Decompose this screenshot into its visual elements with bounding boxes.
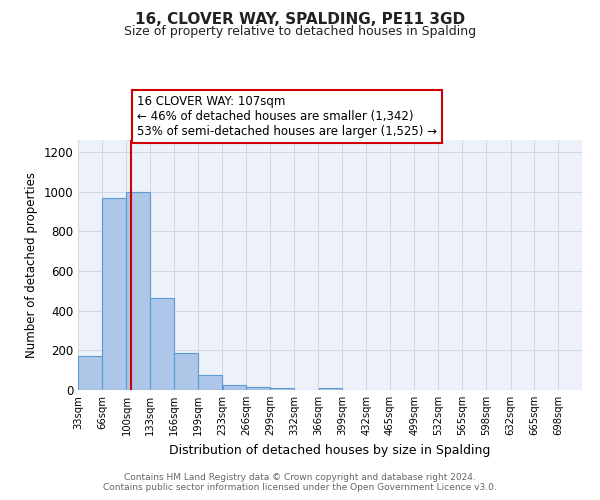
Bar [247, 387, 270, 390]
Y-axis label: Number of detached properties: Number of detached properties [25, 172, 38, 358]
Bar [78, 356, 102, 390]
Bar [151, 298, 174, 390]
Bar [223, 385, 246, 390]
Bar [102, 198, 125, 390]
Text: 16, CLOVER WAY, SPALDING, PE11 3GD: 16, CLOVER WAY, SPALDING, PE11 3GD [135, 12, 465, 28]
Bar [198, 375, 221, 390]
X-axis label: Distribution of detached houses by size in Spalding: Distribution of detached houses by size … [169, 444, 491, 456]
Bar [127, 192, 150, 390]
Bar [270, 388, 294, 390]
Text: Size of property relative to detached houses in Spalding: Size of property relative to detached ho… [124, 25, 476, 38]
Text: 16 CLOVER WAY: 107sqm
← 46% of detached houses are smaller (1,342)
53% of semi-d: 16 CLOVER WAY: 107sqm ← 46% of detached … [137, 95, 437, 138]
Text: Contains HM Land Registry data © Crown copyright and database right 2024.: Contains HM Land Registry data © Crown c… [124, 472, 476, 482]
Bar [319, 388, 342, 390]
Bar [174, 354, 198, 390]
Text: Contains public sector information licensed under the Open Government Licence v3: Contains public sector information licen… [103, 482, 497, 492]
